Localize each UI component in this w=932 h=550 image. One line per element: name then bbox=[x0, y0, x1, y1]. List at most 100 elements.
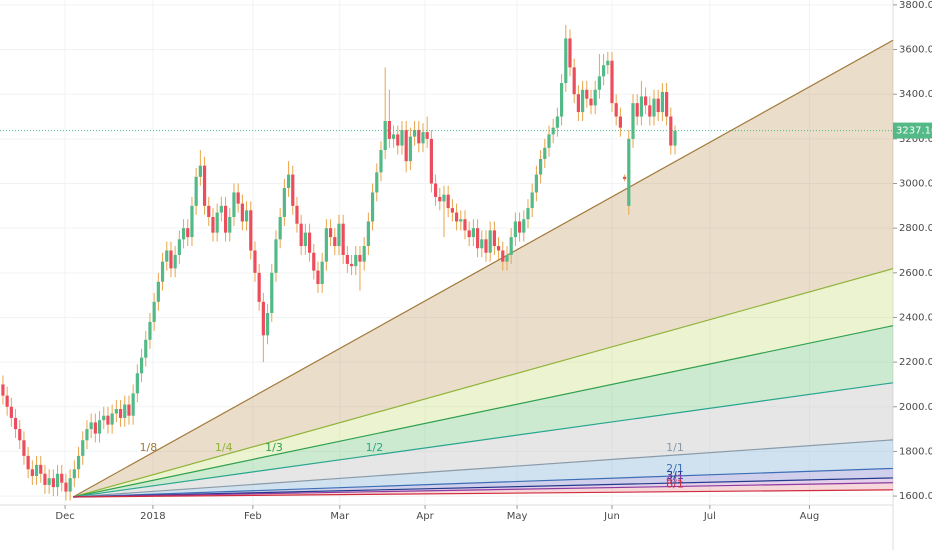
candle-body bbox=[47, 478, 51, 485]
candle-body bbox=[148, 321, 152, 340]
candle-body bbox=[228, 217, 232, 233]
y-tick-label: 2000.00 bbox=[899, 402, 932, 413]
candle-body bbox=[76, 455, 81, 470]
candle-body bbox=[366, 221, 370, 247]
candle-body bbox=[383, 121, 387, 151]
candle-body bbox=[534, 174, 538, 193]
candle-body bbox=[114, 409, 118, 414]
candle-body bbox=[580, 89, 585, 113]
candle-body bbox=[253, 250, 257, 273]
candle-body bbox=[484, 239, 488, 253]
candle-body bbox=[198, 165, 202, 177]
candle-body bbox=[202, 165, 207, 206]
candle-body bbox=[123, 404, 127, 418]
candle-body bbox=[572, 67, 576, 95]
candle-body bbox=[257, 272, 261, 302]
y-tick-label: 1600.00 bbox=[899, 491, 932, 502]
candle-body bbox=[400, 129, 404, 146]
candle-body bbox=[215, 212, 219, 233]
candle-body bbox=[480, 239, 484, 249]
candle-body bbox=[85, 429, 89, 441]
candle-body bbox=[9, 406, 13, 418]
candle-body bbox=[303, 232, 307, 247]
y-tick-label: 2600.00 bbox=[899, 268, 932, 279]
candle-body bbox=[345, 254, 349, 264]
candle-body bbox=[244, 210, 249, 222]
candle-body bbox=[249, 210, 253, 251]
candle-body bbox=[131, 393, 135, 416]
candle-body bbox=[55, 473, 60, 488]
candle-body bbox=[597, 76, 601, 90]
candle-body bbox=[656, 98, 660, 113]
fan-line bbox=[73, 439, 894, 498]
candle-body bbox=[324, 228, 328, 262]
candle-body bbox=[312, 252, 316, 271]
candle-body bbox=[81, 440, 85, 456]
candle-body bbox=[627, 138, 631, 206]
candle-body bbox=[144, 339, 148, 358]
candle-body bbox=[488, 230, 492, 253]
candle-body bbox=[517, 221, 522, 233]
candle-body bbox=[181, 228, 186, 240]
candle-body bbox=[438, 196, 442, 202]
candle-body bbox=[307, 232, 312, 253]
y-tick-label: 3400.00 bbox=[899, 89, 932, 100]
candle-body bbox=[169, 250, 173, 269]
candle-body bbox=[30, 469, 34, 476]
candle-body bbox=[34, 464, 39, 476]
candle-body bbox=[358, 254, 362, 262]
candle-body bbox=[664, 91, 669, 117]
candle-body bbox=[648, 105, 652, 117]
candle-body bbox=[379, 150, 383, 173]
candle-body bbox=[232, 192, 236, 218]
candle-body bbox=[349, 263, 354, 267]
candle-body bbox=[601, 65, 606, 77]
candle-body bbox=[68, 478, 72, 492]
y-tick-label: 3800.00 bbox=[899, 0, 932, 11]
candle-body bbox=[513, 221, 517, 238]
candle-body bbox=[261, 301, 265, 336]
candle-body bbox=[354, 254, 358, 267]
candle-body bbox=[89, 422, 93, 430]
candle-body bbox=[341, 223, 345, 255]
candle-body bbox=[606, 60, 610, 66]
fan-line bbox=[73, 467, 894, 498]
candle-body bbox=[639, 96, 643, 117]
candle-body bbox=[320, 261, 324, 284]
candle-body bbox=[492, 230, 496, 247]
fan-line bbox=[73, 382, 894, 498]
candle-body bbox=[425, 132, 429, 139]
candle-body bbox=[270, 272, 274, 314]
candle-body bbox=[93, 422, 97, 434]
candle-body bbox=[496, 246, 501, 251]
fan-label: 1/3 bbox=[265, 441, 283, 454]
candle-body bbox=[316, 270, 320, 284]
candle-body bbox=[463, 219, 467, 231]
candle-body bbox=[43, 473, 47, 485]
candle-body bbox=[139, 357, 144, 374]
candle-body bbox=[429, 138, 433, 184]
x-tick-label: Jun bbox=[603, 511, 620, 522]
candle-body bbox=[585, 89, 589, 99]
y-tick-label: 2200.00 bbox=[899, 357, 932, 368]
candle-body bbox=[471, 228, 475, 238]
candle-body bbox=[211, 217, 215, 233]
fan-line bbox=[73, 482, 894, 498]
candle-body bbox=[328, 228, 333, 238]
candle-body bbox=[106, 415, 110, 425]
candle-body bbox=[291, 174, 295, 206]
candle-body bbox=[660, 91, 664, 113]
candle-body bbox=[526, 208, 530, 220]
x-tick-label: Apr bbox=[416, 511, 434, 522]
x-tick-label: Dec bbox=[55, 511, 74, 522]
candle-body bbox=[51, 478, 55, 488]
candle-body bbox=[299, 223, 303, 247]
candle-body bbox=[454, 212, 459, 222]
candle-body bbox=[396, 134, 400, 146]
candle-body bbox=[509, 237, 513, 255]
candle-body bbox=[391, 134, 396, 139]
fan-line bbox=[72, 39, 894, 498]
